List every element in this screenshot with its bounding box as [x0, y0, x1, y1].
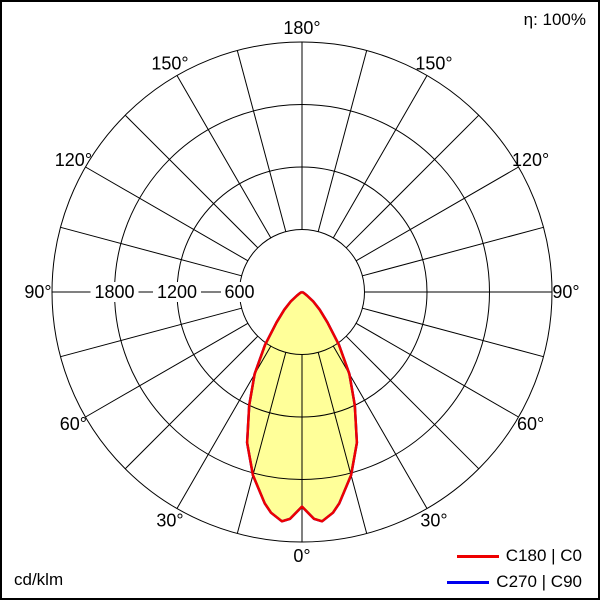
- grid-spoke: [60, 226, 242, 277]
- scale-label: 1200: [157, 282, 197, 302]
- scale-label-bg: [90, 282, 139, 302]
- angle-label: 60°: [60, 414, 87, 434]
- grid-spoke: [236, 50, 287, 232]
- grid-spoke: [355, 166, 519, 262]
- legend-line-c0: [456, 554, 499, 558]
- scale-label: 600: [224, 282, 254, 302]
- scale-label-bg: [153, 282, 201, 302]
- grid-spoke: [317, 50, 368, 232]
- angle-label: 60°: [517, 414, 544, 434]
- angle-label: 90°: [552, 282, 579, 302]
- efficiency-label: η: 100%: [523, 10, 586, 29]
- angle-label: 150°: [151, 53, 188, 73]
- grid-spoke: [124, 114, 259, 249]
- legend: C180 | C0 C270 | C90: [447, 546, 582, 592]
- grid-spoke: [332, 75, 428, 239]
- grid-spoke: [85, 322, 249, 418]
- angle-label: 0°: [293, 546, 310, 566]
- grid-spoke: [345, 114, 480, 249]
- legend-label-c0: C180 | C0: [505, 546, 582, 565]
- grid-spoke: [362, 307, 544, 358]
- grid-spoke: [124, 335, 259, 470]
- grid-spoke: [85, 166, 249, 262]
- angle-label: 30°: [420, 511, 447, 531]
- angle-label: 180°: [283, 18, 320, 38]
- intensity-curve: [245, 290, 359, 523]
- legend-label-c90: C270 | C90: [496, 572, 582, 591]
- angle-label: 120°: [55, 150, 92, 170]
- grid-spoke: [60, 307, 242, 358]
- legend-item-c0: C180 | C0: [447, 546, 582, 566]
- scale-label-bg: [221, 282, 258, 302]
- grid-spoke: [176, 75, 272, 239]
- grid-spoke: [355, 322, 519, 418]
- legend-item-c90: C270 | C90: [447, 572, 582, 592]
- unit-label: cd/klm: [14, 570, 64, 589]
- grid-spoke: [345, 335, 480, 470]
- grid-spoke: [236, 352, 287, 534]
- scale-label: 1800: [94, 282, 134, 302]
- angle-label: 150°: [415, 53, 452, 73]
- angle-label: 30°: [156, 511, 183, 531]
- legend-line-c90: [447, 580, 490, 584]
- grid-spoke: [362, 226, 544, 277]
- grid-spoke: [317, 352, 368, 534]
- angle-label: 90°: [24, 282, 51, 302]
- angle-label: 120°: [512, 150, 549, 170]
